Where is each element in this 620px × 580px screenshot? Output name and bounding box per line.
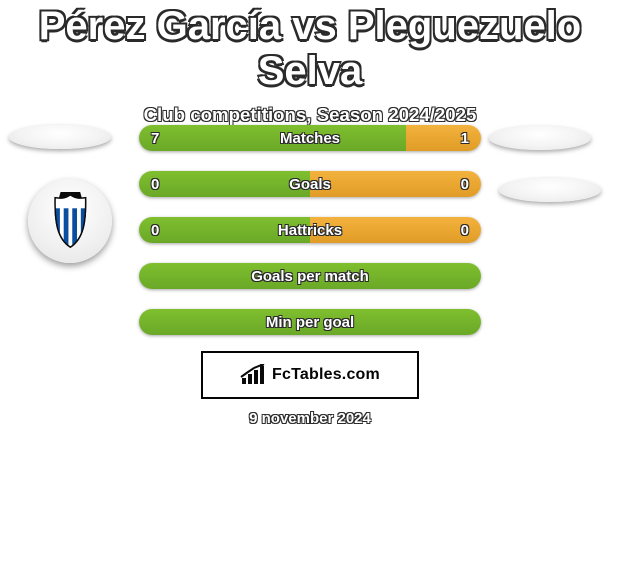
stat-bar: Goals00 (139, 171, 481, 197)
source-logo: FcTables.com (201, 351, 419, 399)
stat-bar-right-seg (310, 171, 481, 197)
club-crest-icon (46, 192, 95, 249)
comparison-card: Pérez García vs Pleguezuelo Selva Club c… (0, 0, 620, 580)
page-title: Pérez García vs Pleguezuelo Selva (0, 0, 620, 94)
player-badge-right-2 (499, 178, 601, 202)
subtitle: Club competitions, Season 2024/2025 (0, 104, 620, 126)
stat-bar: Goals per match (139, 263, 481, 289)
stat-bar-right-seg (310, 217, 481, 243)
stat-bar: Min per goal (139, 309, 481, 335)
stat-bar-left-seg (139, 309, 481, 335)
chart-icon (240, 364, 266, 386)
player-badge-right-1 (489, 126, 591, 150)
source-logo-text: FcTables.com (272, 366, 380, 384)
club-badge-left (28, 179, 112, 263)
stat-bar-left-seg (139, 263, 481, 289)
stat-bar-left-seg (139, 171, 310, 197)
comparison-bars: Matches71 Goals00 Hattricks00 Goals per mat… (139, 125, 481, 355)
stat-bar: Hattricks00 (139, 217, 481, 243)
stat-bar-left-seg (139, 125, 406, 151)
stat-bar-right-seg (406, 125, 481, 151)
stat-bar-left-seg (139, 217, 310, 243)
player-badge-left (9, 125, 111, 149)
stat-bar: Matches71 (139, 125, 481, 151)
snapshot-date: 9 november 2024 (0, 410, 620, 427)
